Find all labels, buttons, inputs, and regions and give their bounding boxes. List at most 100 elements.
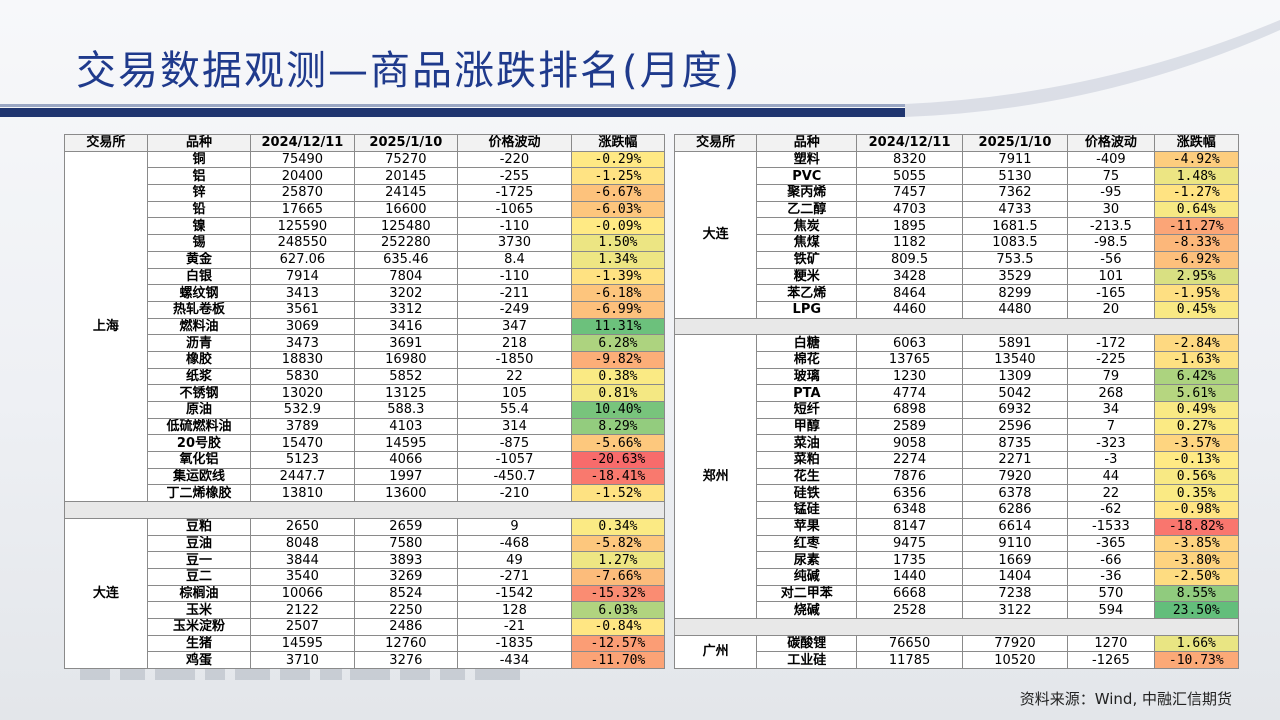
price-start-cell: 20400 <box>250 167 355 186</box>
price-end-cell: 3312 <box>353 300 459 319</box>
exchange-cell: 郑州 <box>673 334 758 619</box>
change-cell: 22 <box>457 367 572 386</box>
change-cell: 314 <box>457 417 572 436</box>
spacer-cell <box>64 501 665 519</box>
table-row: 聚丙烯 7457 7362 -95 -1.27% <box>675 184 1240 202</box>
price-end-cell: 1669 <box>961 551 1069 569</box>
table-row: 棉花 13765 13540 -225 -1.63% <box>675 350 1240 369</box>
table-row: 焦炭 1895 1681.5 -213.5 -11.27% <box>675 217 1240 236</box>
change-cell: -98.5 <box>1067 234 1155 252</box>
table-row: LPG 4460 4480 20 0.45% <box>675 300 1240 319</box>
pct-cell: -9.82% <box>570 350 666 369</box>
price-start-cell: 3844 <box>250 551 355 569</box>
price-start-cell: 2528 <box>856 601 963 619</box>
pct-cell: -0.98% <box>1153 501 1240 519</box>
price-end-cell: 3276 <box>353 651 459 669</box>
change-cell: -220 <box>457 150 572 169</box>
variety-cell: 苹果 <box>756 517 858 536</box>
change-cell: -110 <box>457 217 572 236</box>
variety-cell: 玻璃 <box>756 367 858 386</box>
price-end-cell: 2596 <box>961 417 1069 436</box>
variety-cell: 乙二醇 <box>756 200 858 219</box>
table-row: 不锈钢 13020 13125 105 0.81% <box>65 384 666 402</box>
pct-cell: -0.84% <box>570 617 666 636</box>
price-end-cell: 2486 <box>353 617 459 636</box>
change-cell: -225 <box>1067 350 1155 369</box>
pct-cell: 1.48% <box>1153 167 1240 186</box>
variety-cell: 烧碱 <box>756 601 858 619</box>
change-cell: 105 <box>457 384 572 402</box>
price-start-cell: 11785 <box>856 651 963 669</box>
price-end-cell: 7911 <box>961 150 1069 169</box>
price-end-cell: 5042 <box>961 384 1069 402</box>
table-row: 尿素 1735 1669 -66 -3.80% <box>675 551 1240 569</box>
change-cell: -450.7 <box>457 467 572 486</box>
header-bar-light <box>0 104 905 107</box>
pct-cell: -1.95% <box>1153 284 1240 302</box>
price-end-cell: 8299 <box>961 284 1069 302</box>
price-start-cell: 3540 <box>250 567 355 586</box>
table-row: 焦煤 1182 1083.5 -98.5 -8.33% <box>675 234 1240 252</box>
price-end-cell: 1997 <box>353 467 459 486</box>
variety-cell: 锌 <box>146 184 252 202</box>
price-start-cell: 2650 <box>250 517 355 536</box>
table-row: 集运欧线 2447.7 1997 -450.7 -18.41% <box>65 467 666 486</box>
price-end-cell: 2659 <box>353 517 459 536</box>
group-spacer-row <box>674 317 1239 336</box>
change-cell: 101 <box>1067 267 1155 286</box>
change-cell: -56 <box>1067 250 1155 269</box>
price-start-cell: 25870 <box>250 184 355 202</box>
pct-cell: -6.99% <box>570 300 666 319</box>
pct-cell: 0.38% <box>570 367 666 386</box>
price-end-cell: 252280 <box>353 234 459 252</box>
price-end-cell: 16980 <box>353 350 459 369</box>
table-row: 纸浆 5830 5852 22 0.38% <box>65 367 666 386</box>
pct-cell: -10.73% <box>1153 651 1240 669</box>
change-cell: -1835 <box>457 634 572 653</box>
price-start-cell: 5830 <box>250 367 355 386</box>
pct-cell: 0.35% <box>1153 484 1240 503</box>
variety-cell: 红枣 <box>756 534 858 553</box>
table-row: 铝 20400 20145 -255 -1.25% <box>65 167 666 186</box>
group-spacer-row <box>674 617 1239 636</box>
table-row: 热轧卷板 3561 3312 -249 -6.99% <box>65 300 666 319</box>
price-start-cell: 6356 <box>856 484 963 503</box>
table-row: 对二甲苯 6668 7238 570 8.55% <box>675 584 1240 603</box>
price-start-cell: 6348 <box>856 501 963 519</box>
header-variety: 品种 <box>146 134 252 152</box>
pct-cell: 8.29% <box>570 417 666 436</box>
price-end-cell: 13125 <box>353 384 459 402</box>
source-note: 资料来源：Wind, 中融汇信期货 <box>1019 690 1232 708</box>
price-start-cell: 3069 <box>250 317 355 336</box>
price-end-cell: 5891 <box>961 334 1069 352</box>
table-row: 铅 17665 16600 -1065 -6.03% <box>65 200 666 219</box>
table-row: 白银 7914 7804 -110 -1.39% <box>65 267 666 286</box>
table-row: 氧化铝 5123 4066 -1057 -20.63% <box>65 451 666 469</box>
change-cell: -21 <box>457 617 572 636</box>
price-end-cell: 16600 <box>353 200 459 219</box>
price-end-cell: 13600 <box>353 484 459 503</box>
price-start-cell: 2447.7 <box>250 467 355 486</box>
price-start-cell: 9475 <box>856 534 963 553</box>
change-cell: -1725 <box>457 184 572 202</box>
group-spacer-row <box>64 501 665 519</box>
pct-cell: -7.66% <box>570 567 666 586</box>
price-end-cell: 7362 <box>961 184 1069 202</box>
variety-cell: 铝 <box>146 167 252 186</box>
exchange-cell: 大连 <box>64 517 148 670</box>
price-start-cell: 1735 <box>856 551 963 569</box>
pct-cell: -18.82% <box>1153 517 1240 536</box>
change-cell: -1533 <box>1067 517 1155 536</box>
variety-cell: 铅 <box>146 200 252 219</box>
spacer-cell <box>674 617 1239 636</box>
price-start-cell: 1230 <box>856 367 963 386</box>
change-cell: 55.4 <box>457 401 572 419</box>
price-end-cell: 4733 <box>961 200 1069 219</box>
variety-cell: 尿素 <box>756 551 858 569</box>
price-start-cell: 8464 <box>856 284 963 302</box>
table-row: 广州 碳酸锂 76650 77920 1270 1.66% <box>673 634 1240 670</box>
table-row: PVC 5055 5130 75 1.48% <box>675 167 1240 186</box>
table-row: 烧碱 2528 3122 594 23.50% <box>675 601 1240 619</box>
price-end-cell: 6378 <box>961 484 1069 503</box>
table-row: 粳米 3428 3529 101 2.95% <box>675 267 1240 286</box>
